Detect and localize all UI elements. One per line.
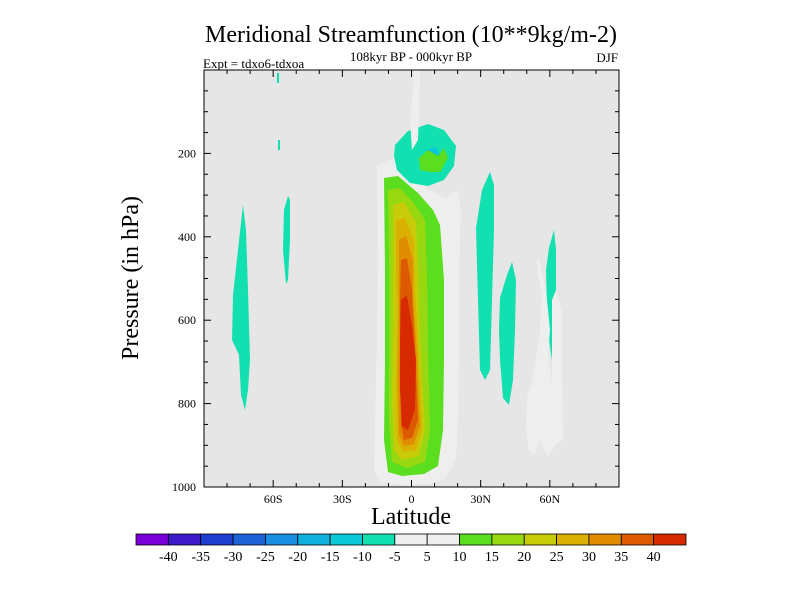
negative-cell-35n-level--5	[476, 172, 494, 380]
x-tick-label: 30N	[470, 492, 491, 506]
chart-subtitle: 108kyr BP - 000kyr BP	[350, 49, 472, 64]
x-axis-label: Latitude	[371, 504, 451, 530]
x-tick-label: 60N	[539, 492, 560, 506]
colorbar-label: 35	[614, 550, 628, 565]
y-tick-label: 200	[178, 146, 196, 160]
colorbar-box	[265, 533, 299, 546]
x-tick-label: 60S	[264, 492, 283, 506]
colorbar-box	[523, 533, 557, 546]
axis-tick-labels: 60S 30S 0 30N 60N 200 400 600 800 1000	[172, 146, 560, 506]
y-tick-label: 800	[178, 397, 196, 411]
positive-cell-0-level-40	[400, 295, 416, 430]
negative-cell-55s-level--5	[283, 196, 290, 284]
negative-cell-70s	[232, 205, 250, 410]
experiment-label: Expt = tdxo6-tdxoa	[203, 56, 304, 71]
colorbar-box	[426, 533, 460, 546]
y-axis-label: Pressure (in hPa)	[118, 196, 144, 360]
colorbar-box	[329, 533, 363, 546]
colorbar-label: 5	[424, 550, 431, 565]
colorbar-label: 10	[453, 550, 467, 565]
negative-fleck-mid	[278, 140, 280, 150]
colorbar-box	[588, 533, 622, 546]
negative-cell-40n-level--5	[499, 262, 516, 405]
colorbar-box	[394, 533, 428, 546]
positive-cell-60n-level-5	[526, 258, 563, 457]
negative-fleck-upper	[277, 73, 279, 83]
colorbar-label: -25	[256, 550, 275, 565]
colorbar-box	[556, 533, 590, 546]
colorbar-label: -30	[224, 550, 243, 565]
colorbar-label: 30	[582, 550, 596, 565]
positive-cell-30n-level-10	[419, 148, 448, 172]
colorbar-label: -5	[389, 550, 401, 565]
colorbar-label: 40	[647, 550, 661, 565]
chart-title: Meridional Streamfunction (10**9kg/m-2)	[205, 22, 617, 48]
colorbar-label: -20	[288, 550, 307, 565]
colorbar-label: -10	[353, 550, 372, 565]
colorbar	[135, 533, 687, 546]
colorbar-box	[200, 533, 234, 546]
season-label: DJF	[596, 50, 618, 65]
positive-cell-30n	[410, 70, 448, 172]
colorbar-label: 20	[517, 550, 531, 565]
colorbar-box	[297, 533, 331, 546]
axis-ticks	[203, 69, 620, 488]
colorbar-label: -35	[191, 550, 210, 565]
y-tick-label: 1000	[172, 480, 196, 494]
negative-cell-35n	[476, 172, 494, 380]
positive-cell-30n-level-5	[410, 70, 420, 150]
contour-layer	[232, 70, 563, 485]
colorbar-box	[653, 533, 687, 546]
colorbar-box	[620, 533, 655, 546]
colorbar-label: 25	[550, 550, 564, 565]
positive-cell-0	[374, 158, 461, 485]
negative-cell-40n	[499, 262, 516, 405]
colorbar-label: -15	[321, 550, 340, 565]
negative-cell-70s-level--5	[232, 205, 250, 410]
negative-cell-55s	[283, 196, 290, 284]
x-tick-label: 0	[409, 492, 415, 506]
y-tick-label: 400	[178, 230, 196, 244]
colorbar-label: -40	[159, 550, 178, 565]
colorbar-box	[362, 533, 396, 546]
positive-cell-60n	[526, 258, 563, 457]
x-tick-label: 30S	[333, 492, 352, 506]
colorbar-box	[459, 533, 493, 546]
colorbar-label: 15	[485, 550, 499, 565]
colorbar-box	[167, 533, 202, 546]
colorbar-box	[491, 533, 525, 546]
y-tick-label: 600	[178, 313, 196, 327]
colorbar-labels: -40 -35 -30 -25 -20 -15 -10 -5 5 10 15 20 25 30 35 40	[159, 550, 661, 565]
colorbar-box	[232, 533, 266, 546]
colorbar-box	[135, 533, 169, 546]
